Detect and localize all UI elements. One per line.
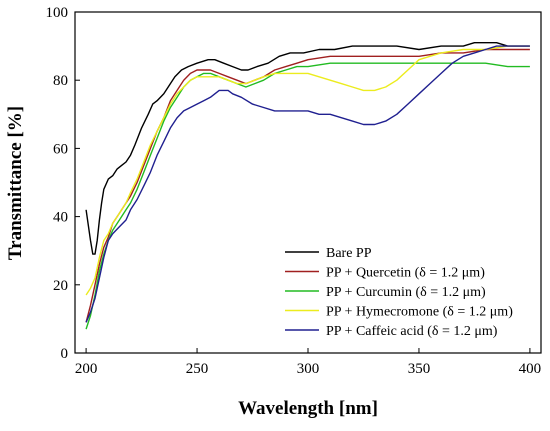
series-line-3: [85, 62, 530, 330]
x-axis-label: Wavelength [nm]: [238, 398, 378, 419]
x-tick-label: 350: [408, 361, 431, 377]
x-tick-label: 400: [519, 361, 542, 377]
series-line-2: [85, 48, 530, 323]
y-tick-label: 40: [53, 210, 68, 226]
legend: Bare PP PP + Quercetin (δ = 1.2 μm) PP + C…: [285, 246, 513, 339]
series-line-4: [85, 45, 530, 296]
legend-label-5: PP + Caffeic acid (δ = 1.2 μm): [326, 324, 498, 339]
y-axis-ticks: 0 20 40 60 80 100: [46, 5, 80, 362]
series-lines: [85, 42, 530, 330]
legend-label-1: Bare PP: [326, 246, 372, 261]
x-axis-ticks: 200 250 300 350 400: [75, 348, 541, 377]
y-axis-label: Transmittance [%]: [5, 106, 26, 260]
x-tick-label: 250: [186, 361, 209, 377]
legend-label-3: PP + Curcumin (δ = 1.2 μm): [326, 285, 486, 300]
series-line-5: [85, 45, 530, 323]
y-tick-label: 80: [53, 73, 68, 89]
x-tick-label: 300: [297, 361, 320, 377]
legend-label-2: PP + Quercetin (δ = 1.2 μm): [326, 266, 485, 281]
series-line-1: [85, 42, 530, 255]
y-tick-label: 100: [46, 5, 69, 21]
x-tick-label: 200: [75, 361, 98, 377]
y-tick-label: 0: [61, 346, 69, 362]
y-tick-label: 20: [53, 278, 68, 294]
y-tick-label: 60: [53, 141, 68, 157]
legend-label-4: PP + Hymecromone (δ = 1.2 μm): [326, 305, 513, 320]
